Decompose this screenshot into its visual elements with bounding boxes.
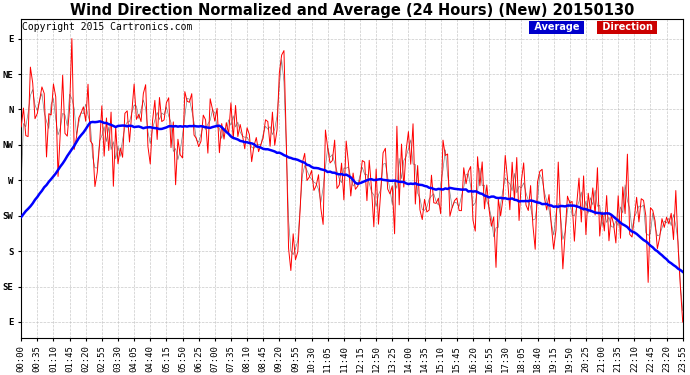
Text: Direction: Direction xyxy=(599,22,656,32)
Text: Copyright 2015 Cartronics.com: Copyright 2015 Cartronics.com xyxy=(22,22,193,32)
Title: Wind Direction Normalized and Average (24 Hours) (New) 20150130: Wind Direction Normalized and Average (2… xyxy=(70,3,634,18)
Text: Average: Average xyxy=(531,22,582,32)
